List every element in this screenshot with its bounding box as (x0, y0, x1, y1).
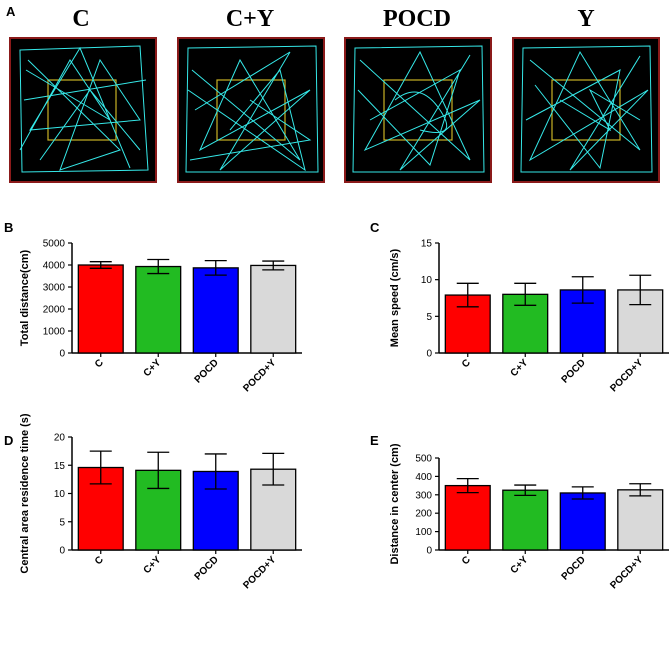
group-title-c: C (72, 6, 89, 32)
y-tick-label: 0 (59, 546, 65, 557)
group-title-c-y: C+Y (226, 6, 274, 32)
y-tick-label: 500 (415, 454, 432, 465)
y-tick-label: 5 (426, 312, 432, 323)
tracking-path (352, 45, 485, 173)
x-tick-label: POCD+Y (608, 357, 645, 394)
y-tick-label: 10 (54, 489, 66, 500)
x-tick-label: C (460, 554, 473, 567)
bar-pocd (559, 492, 606, 551)
x-tick-label: C (93, 554, 106, 567)
arena-background (9, 37, 157, 183)
y-tick-label: 0 (426, 546, 432, 557)
x-tick-label: POCD+Y (241, 357, 278, 394)
bar-c (77, 264, 124, 354)
x-tick-label: C+Y (509, 357, 531, 379)
y-tick-label: 400 (415, 472, 432, 483)
x-tick-label: C+Y (142, 357, 164, 379)
tracking-path (520, 45, 653, 173)
y-tick-label: 300 (415, 490, 432, 501)
panel-e: E 0 100 200 300 400 500 Distance in center (cm)… (370, 433, 669, 591)
arena-c-y (177, 37, 325, 183)
group-title-pocd: POCD (383, 6, 451, 32)
panel-e-label: E (370, 433, 379, 448)
group-title-y: Y (577, 6, 594, 32)
y-tick-label: 10 (421, 275, 433, 286)
x-tick-label: POCD (193, 554, 221, 582)
arena-y (512, 37, 660, 183)
panel-b-label: B (4, 220, 13, 235)
arena-pocd (344, 37, 492, 183)
panel-c-label: C (370, 220, 380, 235)
y-tick-label: 100 (415, 527, 432, 538)
panel-c: C 0 5 10 15 Mean speed (cm/s) C C+Y POCD POCD+Y (370, 220, 669, 394)
center-zone (551, 79, 621, 141)
x-tick-label: C+Y (142, 554, 164, 576)
y-axis-label: Distance in center (cm) (389, 443, 401, 564)
x-tick-label: POCD (560, 554, 588, 582)
panel-b: B 0 1000 2000 3000 4000 5000 Total distance(cm)… (4, 220, 302, 394)
y-axis-label: Mean speed (cm/s) (389, 248, 401, 347)
arena-c (9, 37, 157, 183)
x-tick-label: POCD+Y (608, 554, 645, 591)
x-tick-label: C (460, 357, 473, 370)
y-tick-label: 4000 (43, 261, 66, 272)
arena-background (512, 37, 660, 183)
center-zone (47, 79, 117, 141)
y-tick-label: 5000 (43, 239, 66, 250)
bar-c-plus-y (135, 265, 182, 354)
bar-pocd-plus-y (250, 264, 297, 354)
x-tick-label: C (93, 357, 106, 370)
x-tick-label: POCD (560, 357, 588, 385)
bar-c (444, 484, 491, 551)
bar-pocd (192, 267, 239, 354)
y-axis-label: Total distance(cm) (19, 249, 31, 346)
panel-d-label: D (4, 433, 13, 448)
y-axis-label: Central area residence time (s) (19, 413, 31, 574)
y-tick-label: 5 (59, 517, 65, 528)
tracking-path (19, 45, 149, 173)
y-tick-label: 3000 (43, 283, 66, 294)
y-tick-label: 0 (59, 349, 65, 360)
y-tick-label: 200 (415, 509, 432, 520)
panel-a: A C C+Y POCD Y (6, 4, 660, 183)
y-tick-label: 15 (421, 239, 433, 250)
bar-pocd-plus-y (617, 489, 664, 551)
x-tick-label: POCD (193, 357, 221, 385)
tracking-path (185, 45, 319, 173)
x-tick-label: C+Y (509, 554, 531, 576)
y-tick-label: 15 (54, 461, 66, 472)
arena-background (344, 37, 492, 183)
y-tick-label: 20 (54, 433, 66, 444)
panel-a-label: A (6, 4, 16, 19)
bar-c-plus-y (502, 489, 549, 551)
panel-d: D 0 5 10 15 20 Central area residence time (s)… (4, 413, 302, 591)
y-tick-label: 2000 (43, 305, 66, 316)
x-tick-label: POCD+Y (241, 554, 278, 591)
y-tick-label: 1000 (43, 327, 66, 338)
y-tick-label: 0 (426, 349, 432, 360)
